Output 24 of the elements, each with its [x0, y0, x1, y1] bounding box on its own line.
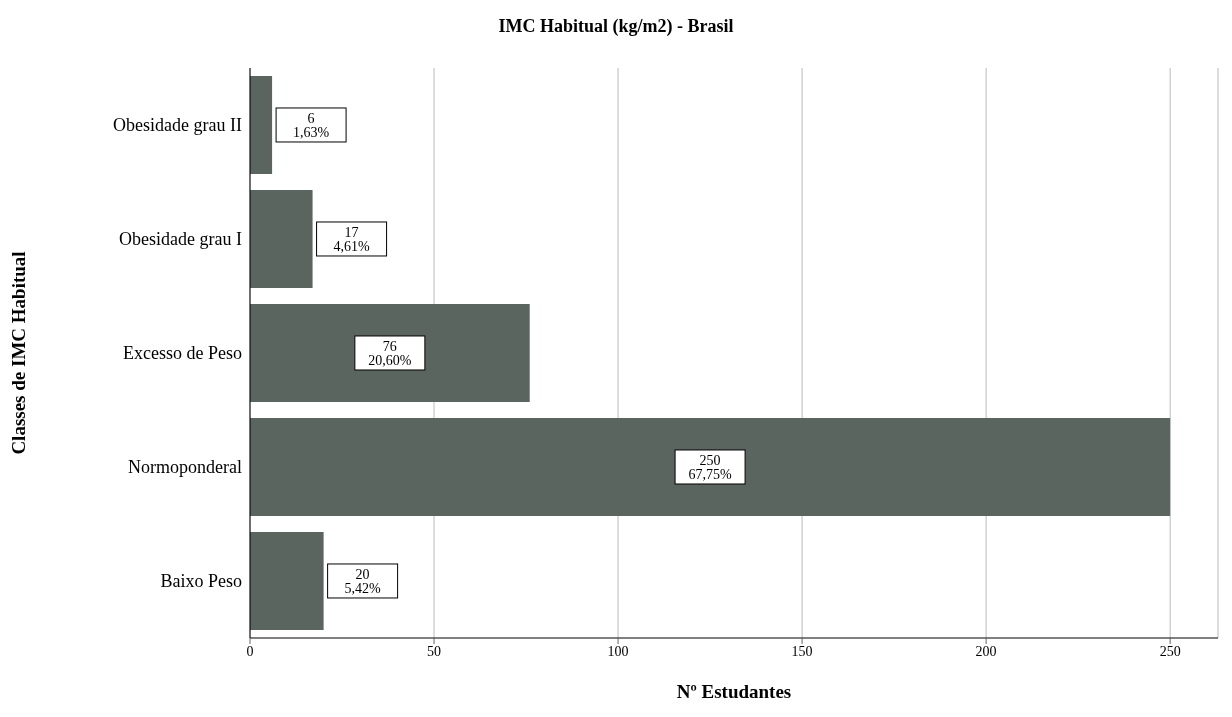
bar	[250, 303, 530, 402]
x-tick-label: 50	[427, 643, 442, 659]
y-tick-label: Normoponderal	[128, 457, 242, 478]
x-axis-title: Nº Estudantes	[676, 681, 792, 702]
data-label: 76 20,60%	[368, 338, 412, 368]
y-tick-label: Baixo Peso	[160, 571, 242, 592]
chart-title: IMC Habitual (kg/m2) - Brasil	[497, 16, 735, 37]
data-label: 20 5,42%	[344, 566, 382, 596]
bar	[250, 531, 324, 630]
x-tick-label: 0	[246, 643, 254, 659]
data-label: 250 67,75%	[688, 452, 732, 482]
data-label: 17 4,61%	[333, 224, 370, 254]
y-tick-label: Excesso de Peso	[123, 343, 242, 364]
x-tick-label: 200	[975, 643, 997, 659]
data-label: 6 1,63%	[293, 110, 330, 140]
bar	[250, 417, 1171, 516]
y-axis-title: Classes de IMC Habitual	[7, 251, 29, 455]
bar	[250, 189, 313, 288]
y-tick-label: Obesidade grau I	[119, 229, 242, 250]
bar	[250, 75, 273, 174]
x-tick-label: 250	[1159, 643, 1181, 659]
x-tick-label: 100	[607, 643, 629, 659]
x-tick-label: 150	[791, 643, 813, 659]
y-tick-label: Obesidade grau II	[113, 115, 242, 136]
